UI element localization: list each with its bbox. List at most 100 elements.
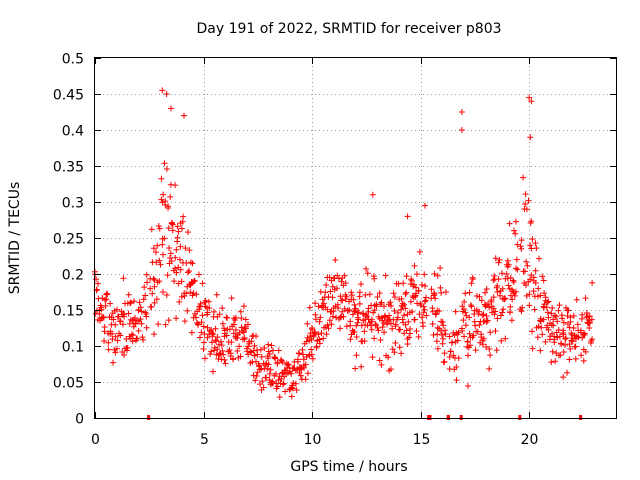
data-point <box>161 235 168 242</box>
data-point <box>564 312 571 319</box>
data-point <box>147 285 154 292</box>
data-point <box>285 361 292 368</box>
data-point <box>419 314 426 321</box>
data-point <box>533 245 540 252</box>
data-point <box>275 377 282 384</box>
data-point <box>527 242 534 249</box>
data-point <box>195 321 202 328</box>
data-point <box>554 318 561 325</box>
data-point <box>537 347 544 354</box>
data-point <box>472 322 479 329</box>
data-point <box>437 265 444 272</box>
data-point <box>454 337 461 344</box>
data-point <box>211 347 218 354</box>
data-point <box>363 311 370 318</box>
data-point <box>152 249 159 256</box>
data-point <box>183 260 190 267</box>
data-point <box>513 256 520 263</box>
x-tick-label: 15 <box>413 432 431 448</box>
data-point <box>392 340 399 347</box>
data-point <box>342 280 349 287</box>
data-point <box>535 323 542 330</box>
data-point <box>185 269 192 276</box>
data-point <box>141 284 148 291</box>
data-point <box>352 305 359 312</box>
data-point <box>291 365 298 372</box>
data-point <box>545 326 552 333</box>
data-point <box>371 275 378 282</box>
data-point <box>181 112 188 119</box>
data-point <box>265 341 272 348</box>
data-point <box>330 313 337 320</box>
data-point <box>223 332 230 339</box>
data-point <box>429 321 436 328</box>
data-point <box>347 322 354 329</box>
data-point <box>348 292 355 299</box>
data-point <box>478 297 485 304</box>
data-point <box>306 304 313 311</box>
data-point <box>253 373 260 380</box>
data-point <box>120 275 127 282</box>
data-point <box>470 332 477 339</box>
data-point <box>514 266 521 273</box>
data-point <box>412 293 419 300</box>
data-point <box>151 283 158 290</box>
data-point <box>442 288 449 295</box>
data-point <box>137 316 144 323</box>
data-point <box>261 344 268 351</box>
data-point <box>466 314 473 321</box>
data-point <box>308 351 315 358</box>
data-point <box>421 271 428 278</box>
data-point <box>121 313 128 320</box>
data-point <box>309 326 316 333</box>
data-point <box>510 277 517 284</box>
data-point <box>193 291 200 298</box>
data-point <box>560 319 567 326</box>
data-point <box>518 237 525 244</box>
data-point <box>466 289 473 296</box>
data-point <box>222 360 229 367</box>
data-point <box>403 289 410 296</box>
data-point <box>431 270 438 277</box>
data-point <box>186 268 193 275</box>
data-point <box>102 302 109 309</box>
data-point <box>408 276 415 283</box>
data-point <box>294 356 301 363</box>
data-point <box>304 320 311 327</box>
data-point <box>525 197 532 204</box>
data-point <box>499 285 506 292</box>
data-point <box>379 324 386 331</box>
data-point <box>524 262 531 269</box>
data-point <box>509 296 516 303</box>
data-point <box>381 329 388 336</box>
data-point <box>316 340 323 347</box>
data-point <box>197 303 204 310</box>
data-point <box>483 343 490 350</box>
data-point <box>476 322 483 329</box>
data-point <box>545 314 552 321</box>
data-point <box>480 335 487 342</box>
data-point <box>511 292 518 299</box>
data-point <box>360 311 367 318</box>
data-point <box>124 344 131 351</box>
data-point <box>528 218 535 225</box>
data-gap-marker <box>459 415 463 420</box>
data-point <box>240 303 247 310</box>
data-point <box>349 311 356 318</box>
data-point <box>401 301 408 308</box>
data-point <box>121 351 128 358</box>
y-tick-labels: 0 0.05 0.1 0.15 0.2 0.25 0.3 0.35 0.4 0.45 0.5 <box>53 52 84 428</box>
data-point <box>526 302 533 309</box>
data-point <box>220 351 227 358</box>
data-point <box>461 298 468 305</box>
data-point <box>312 316 319 323</box>
data-point <box>213 291 220 298</box>
data-point <box>202 297 209 304</box>
data-point <box>471 318 478 325</box>
data-point <box>512 288 519 295</box>
data-point <box>172 265 179 272</box>
data-point <box>566 341 573 348</box>
data-point <box>169 221 176 228</box>
data-point <box>568 330 575 337</box>
data-point <box>406 330 413 337</box>
